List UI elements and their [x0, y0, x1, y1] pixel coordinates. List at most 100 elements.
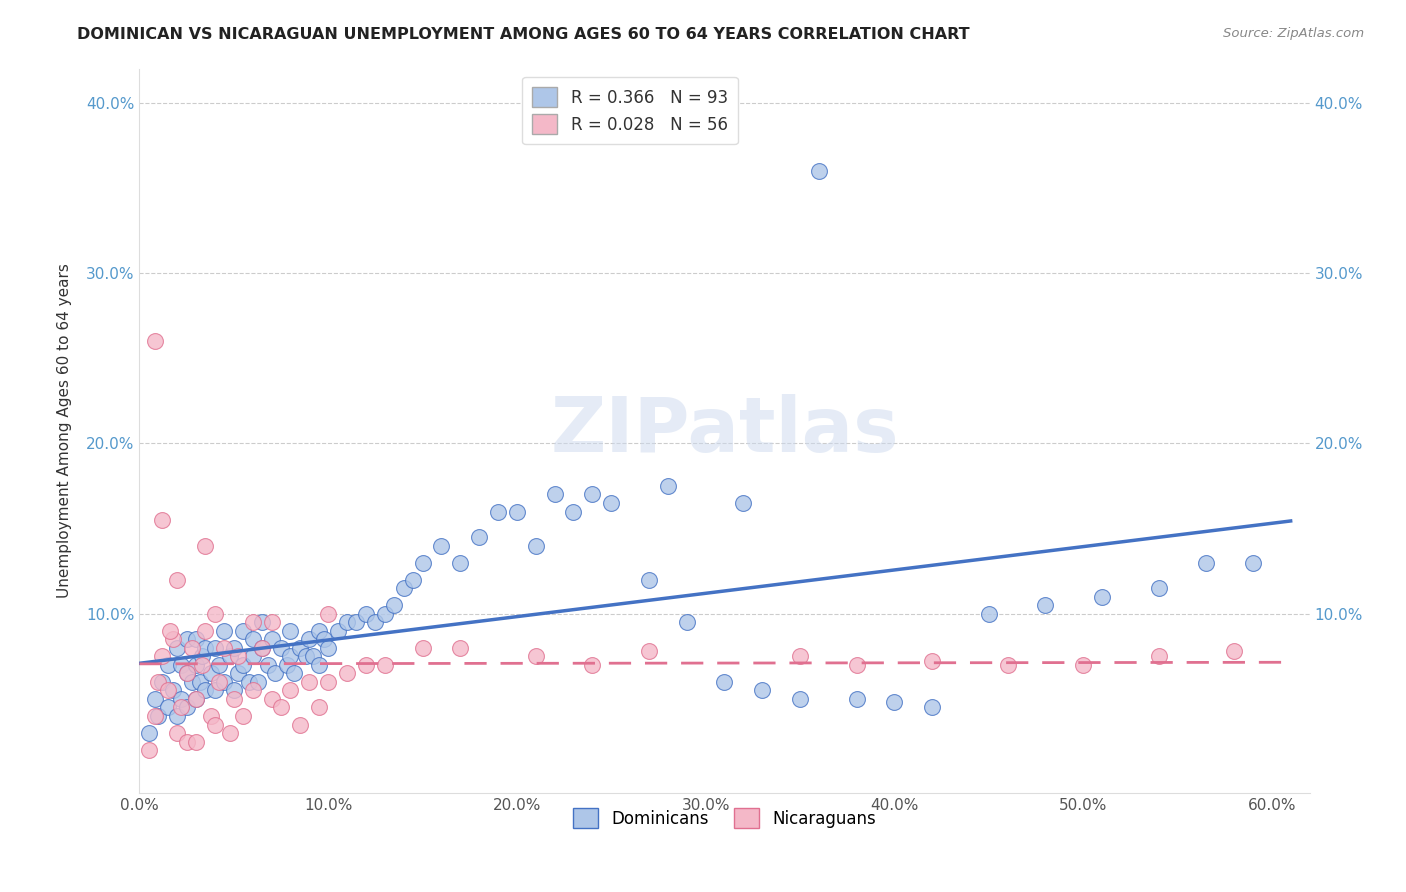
Point — [346, 615, 368, 630]
Point — [298, 632, 321, 647]
Point — [977, 607, 1000, 621]
Point — [148, 674, 170, 689]
Point — [204, 683, 226, 698]
Point — [336, 666, 359, 681]
Point — [176, 632, 198, 647]
Point — [1091, 590, 1114, 604]
Point — [506, 504, 529, 518]
Point — [260, 692, 283, 706]
Point — [250, 615, 273, 630]
Point — [308, 624, 330, 638]
Point — [232, 657, 254, 672]
Point — [190, 649, 212, 664]
Point — [883, 695, 905, 709]
Point — [713, 674, 735, 689]
Point — [336, 615, 359, 630]
Point — [181, 640, 204, 655]
Point — [402, 573, 425, 587]
Point — [638, 573, 661, 587]
Point — [150, 649, 173, 664]
Point — [250, 640, 273, 655]
Point — [222, 692, 245, 706]
Point — [190, 657, 212, 672]
Point — [242, 683, 264, 698]
Point — [214, 624, 236, 638]
Point — [270, 700, 292, 714]
Point — [486, 504, 509, 518]
Point — [143, 334, 166, 348]
Point — [364, 615, 387, 630]
Point — [1147, 649, 1170, 664]
Point — [176, 734, 198, 748]
Point — [270, 640, 292, 655]
Point — [260, 615, 283, 630]
Point — [280, 649, 302, 664]
Point — [200, 666, 222, 681]
Point — [166, 709, 188, 723]
Point — [232, 624, 254, 638]
Y-axis label: Unemployment Among Ages 60 to 64 years: Unemployment Among Ages 60 to 64 years — [58, 263, 72, 598]
Point — [143, 709, 166, 723]
Point — [170, 692, 193, 706]
Point — [170, 657, 193, 672]
Point — [200, 709, 222, 723]
Point — [354, 607, 377, 621]
Point — [392, 581, 415, 595]
Point — [374, 657, 396, 672]
Point — [256, 657, 278, 672]
Point — [162, 632, 184, 647]
Point — [789, 649, 811, 664]
Point — [181, 674, 204, 689]
Point — [156, 700, 179, 714]
Point — [194, 539, 217, 553]
Point — [288, 640, 311, 655]
Point — [468, 530, 491, 544]
Point — [159, 624, 181, 638]
Point — [194, 624, 217, 638]
Point — [214, 640, 236, 655]
Point — [150, 513, 173, 527]
Point — [184, 692, 207, 706]
Point — [921, 655, 943, 669]
Point — [382, 599, 405, 613]
Point — [845, 657, 868, 672]
Point — [170, 700, 193, 714]
Point — [242, 615, 264, 630]
Point — [524, 649, 547, 664]
Point — [807, 163, 830, 178]
Point — [326, 624, 349, 638]
Point — [1195, 556, 1218, 570]
Point — [733, 496, 755, 510]
Point — [845, 692, 868, 706]
Point — [638, 644, 661, 658]
Point — [675, 615, 697, 630]
Text: ZIPatlas: ZIPatlas — [550, 393, 898, 467]
Point — [374, 607, 396, 621]
Point — [194, 683, 217, 698]
Text: DOMINICAN VS NICARAGUAN UNEMPLOYMENT AMONG AGES 60 TO 64 YEARS CORRELATION CHART: DOMINICAN VS NICARAGUAN UNEMPLOYMENT AMO… — [77, 27, 970, 42]
Point — [751, 683, 773, 698]
Point — [176, 666, 198, 681]
Point — [288, 717, 311, 731]
Point — [260, 632, 283, 647]
Point — [581, 657, 603, 672]
Point — [226, 649, 249, 664]
Point — [226, 666, 249, 681]
Point — [1147, 581, 1170, 595]
Point — [1241, 556, 1264, 570]
Point — [789, 692, 811, 706]
Point — [1223, 644, 1246, 658]
Point — [250, 640, 273, 655]
Point — [543, 487, 565, 501]
Point — [138, 726, 160, 740]
Point — [449, 556, 471, 570]
Text: Source: ZipAtlas.com: Source: ZipAtlas.com — [1223, 27, 1364, 40]
Point — [600, 496, 623, 510]
Point — [219, 649, 242, 664]
Point — [276, 657, 298, 672]
Point — [194, 640, 217, 655]
Point — [921, 700, 943, 714]
Point — [188, 674, 211, 689]
Point — [298, 674, 321, 689]
Point — [412, 556, 434, 570]
